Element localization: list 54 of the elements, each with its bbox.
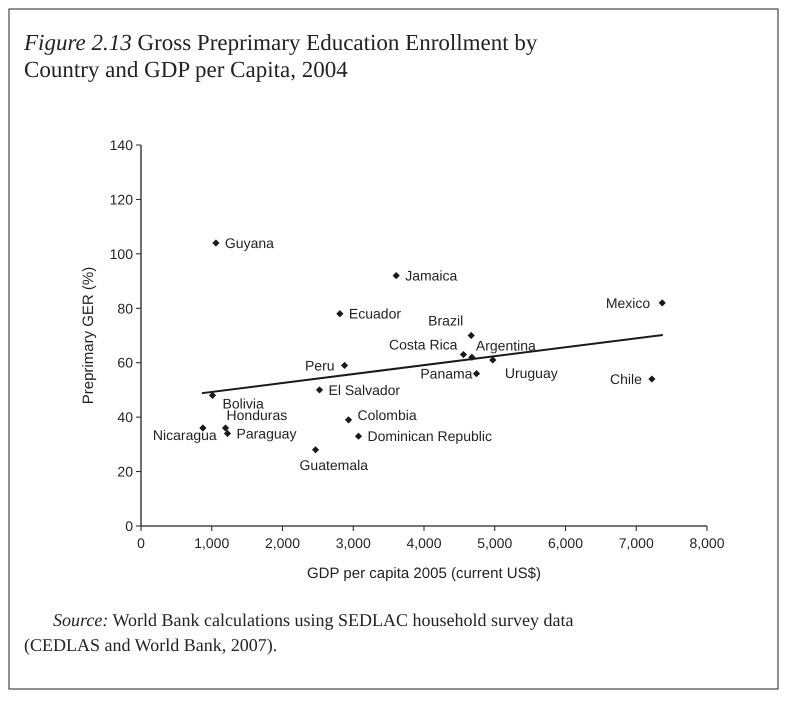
point: [468, 332, 475, 340]
x-tick-label: 6,000: [548, 535, 584, 551]
point: [212, 239, 220, 247]
annotation: Guyana: [224, 234, 274, 251]
point: [312, 446, 320, 454]
y-axis-title: Preprimary GER (%): [80, 266, 97, 404]
x-tick-label: 3,000: [336, 535, 371, 551]
y-tick-label: 120: [110, 191, 134, 208]
annotation: Chile: [610, 371, 642, 388]
annotation: Uruguay: [504, 364, 558, 381]
point: [340, 362, 348, 370]
point: [222, 424, 230, 432]
text: Source: World Bank calculations using SEDLAC household survey data (CEDLAS and World Bank, 2007).: [24, 610, 574, 655]
annotation: Mexico: [606, 294, 650, 311]
x-tick-label: 1,000: [194, 535, 230, 551]
annotation: Guatemala: [300, 456, 368, 473]
point: [336, 310, 344, 318]
point: [392, 272, 400, 280]
point: [316, 386, 324, 394]
x-tick-label: 4,000: [406, 535, 442, 551]
annotation: El Salvador: [328, 382, 400, 398]
annotation: Dominican Republic: [367, 428, 492, 444]
x-tick-label: 5,000: [477, 535, 512, 551]
annotation: Nicaragua: [152, 427, 217, 444]
x-tick-label: 7,000: [618, 535, 654, 551]
point: [489, 356, 496, 364]
annotation: Argentina: [476, 337, 536, 354]
point: [472, 370, 480, 378]
point: [224, 430, 232, 438]
y-tick-label: 20: [117, 464, 134, 480]
point: [344, 416, 352, 424]
x-tick-label: 8,000: [689, 535, 725, 551]
point: [460, 350, 468, 358]
point: [354, 432, 362, 440]
x-tick-label: 0: [137, 535, 146, 551]
x-tick-label: 2,000: [264, 535, 300, 551]
annotation: Jamaica: [405, 268, 458, 284]
annotation: Paraguay: [236, 425, 296, 442]
annotation: Peru: [304, 357, 335, 374]
y-tick-label: 60: [117, 354, 134, 371]
y-tick-label: 40: [117, 409, 134, 426]
annotation: Brazil: [428, 312, 464, 328]
y-tick-label: 80: [117, 300, 134, 316]
point: [648, 375, 656, 383]
annotation: Panama: [420, 366, 473, 382]
annotation: Colombia: [358, 406, 417, 423]
x-axis-title: GDP per capita 2005 (current US$): [306, 565, 542, 582]
y-tick-label: 100: [110, 246, 134, 262]
chart-title: Figure 2.13 Gross Preprimary Education Enrollment by Country and GDP per Capita, 2004: [24, 30, 538, 82]
y-tick-label: 0: [125, 518, 134, 534]
point: [658, 299, 666, 306]
annotation: Ecuador: [348, 306, 402, 322]
annotation: Costa Rica: [389, 336, 458, 353]
y-tick-label: 140: [110, 137, 134, 153]
